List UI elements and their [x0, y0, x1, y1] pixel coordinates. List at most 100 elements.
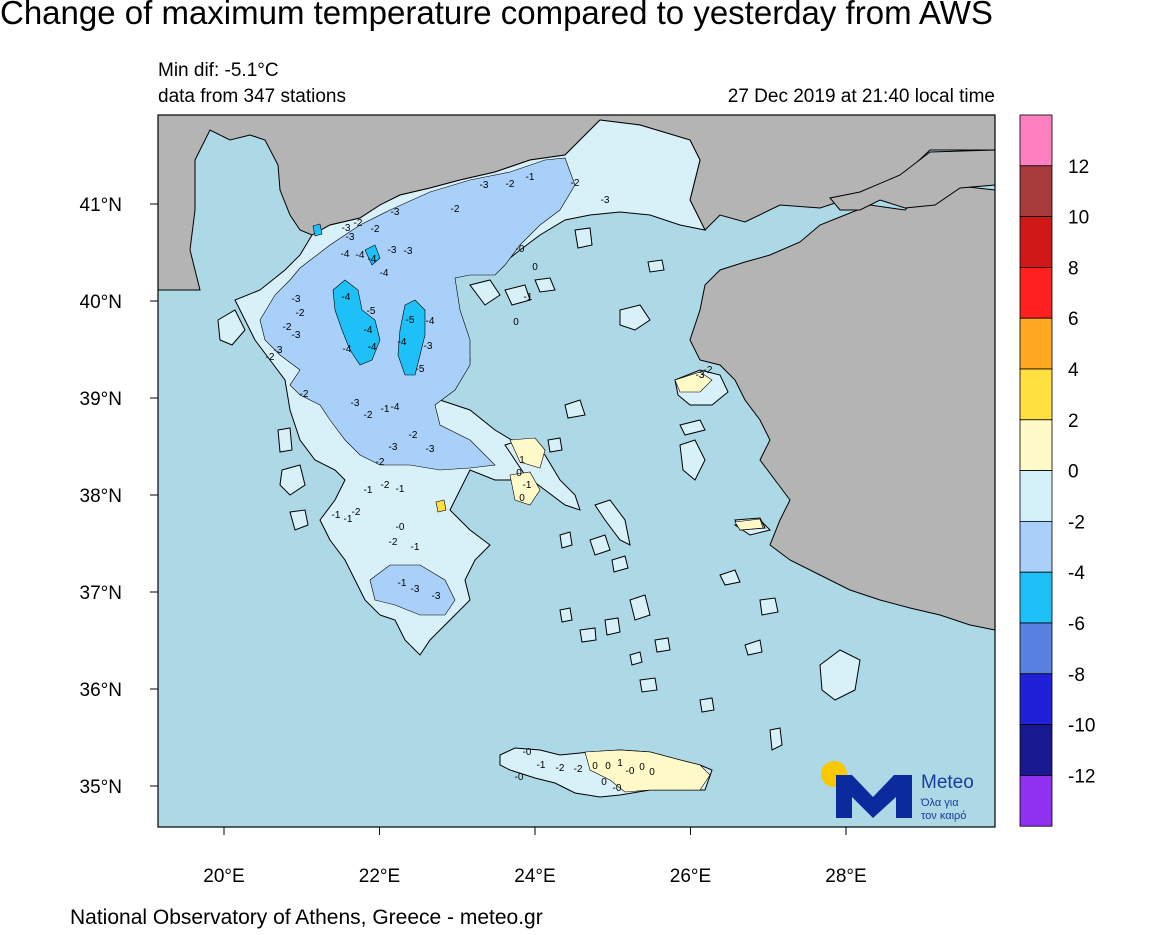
station-value: -0: [515, 772, 524, 783]
colorbar-label: -8: [1068, 665, 1085, 686]
station-value: -4: [380, 268, 389, 279]
colorbar: 12 10 8 6 4 2 0 -2 -4 -6 -8 -10 -12: [1019, 114, 1095, 827]
colorbar-label: -6: [1068, 614, 1085, 635]
station-value: -1: [537, 760, 546, 771]
colorbar-swatch: [1019, 470, 1053, 522]
lat-tick-label: 39°N: [80, 389, 122, 410]
station-value: -3: [389, 442, 398, 453]
station-value: -4: [341, 249, 350, 260]
station-value: 0: [649, 767, 655, 778]
station-value: -2: [389, 537, 398, 548]
station-value: -3: [601, 195, 610, 206]
colorbar-swatch: [1019, 724, 1053, 776]
station-value: 0: [592, 761, 598, 772]
station-value: -2: [364, 410, 373, 421]
lon-tick-label: 22°E: [359, 866, 400, 887]
station-value: -3: [342, 223, 351, 234]
station-value: -2: [451, 204, 460, 215]
colorbar-swatch: [1019, 165, 1053, 218]
station-value: -2: [506, 179, 515, 190]
station-value: -2: [371, 224, 380, 235]
colorbar-swatch: [1019, 419, 1053, 471]
station-value: -1: [411, 542, 420, 553]
station-value: -2: [409, 430, 418, 441]
station-value: -3: [404, 246, 413, 257]
station-value: -3: [424, 341, 433, 352]
colorbar-swatch: [1019, 673, 1053, 725]
station-value: -0: [626, 766, 635, 777]
station-value: -3: [292, 294, 301, 305]
station-value: -2: [704, 365, 713, 376]
logo-name: Meteo: [921, 772, 974, 793]
station-value: -1: [398, 578, 407, 589]
logo-tagline-2: τον καιρό: [921, 810, 966, 822]
station-value: -2: [283, 322, 292, 333]
station-value: -2: [354, 218, 363, 229]
station-value: -3: [391, 207, 400, 218]
colorbar-swatch: [1019, 571, 1053, 624]
colorbar-label: 4: [1068, 360, 1079, 381]
station-value: -2: [300, 389, 309, 400]
station-value: -4: [368, 342, 377, 353]
colorbar-swatch: [1019, 622, 1053, 675]
lon-tick-label: 24°E: [514, 866, 555, 887]
station-value: -2: [266, 352, 275, 363]
lat-tick-label: 37°N: [80, 583, 122, 604]
station-value: -1: [381, 404, 390, 415]
min-dif-unit: °C: [257, 60, 279, 81]
lat-tick-label: 40°N: [80, 292, 122, 313]
station-value: -4: [391, 402, 400, 413]
station-value: -3: [292, 330, 301, 341]
station-value: 0: [513, 317, 519, 328]
station-value: -2: [381, 480, 390, 491]
station-value: 0: [605, 761, 611, 772]
station-value: -3: [388, 245, 397, 256]
colorbar-label: -2: [1068, 512, 1085, 533]
station-value: 1: [519, 455, 525, 466]
station-value: -5: [406, 315, 415, 326]
station-value: -2: [296, 308, 305, 319]
station-value: -2: [352, 507, 361, 518]
station-value: -2: [571, 178, 580, 189]
station-value: -3: [432, 591, 441, 602]
station-value: 1: [617, 758, 623, 769]
lon-tick-label: 20°E: [203, 866, 244, 887]
colorbar-swatch: [1019, 317, 1053, 370]
colorbar-label: -12: [1068, 766, 1095, 787]
station-value: -3: [351, 398, 360, 409]
colorbar-label: 12: [1068, 157, 1089, 178]
station-value: -2: [556, 763, 565, 774]
colorbar-label: -10: [1068, 716, 1095, 737]
station-value: -4: [342, 292, 351, 303]
min-dif-value: Min dif: -5.1: [158, 60, 258, 81]
lon-tick-label: 28°E: [825, 866, 866, 887]
colorbar-label: -4: [1068, 563, 1085, 584]
longitude-axis: 20°E 22°E 24°E 26°E 28°E: [203, 827, 867, 887]
lat-tick-label: 38°N: [80, 486, 122, 507]
colorbar-label: 2: [1068, 411, 1079, 432]
station-value: -3: [426, 444, 435, 455]
station-value: -1: [344, 514, 353, 525]
colorbar-swatch: [1019, 266, 1053, 319]
anomaly-zones: [259, 157, 764, 793]
station-value: -3: [696, 370, 705, 381]
station-value: -4: [364, 325, 373, 336]
station-value: -5: [367, 306, 376, 317]
station-value: -0: [613, 783, 622, 794]
latitude-axis: 41°N 40°N 39°N 38°N 37°N 36°N 35°N: [80, 195, 158, 798]
colorbar-label: 0: [1068, 462, 1079, 483]
station-value: 0: [601, 777, 607, 788]
map-title: Change of maximum temperature compared t…: [0, 0, 993, 31]
station-value: 0: [519, 493, 525, 504]
station-value: -1: [396, 484, 405, 495]
colorbar-swatch: [1019, 368, 1053, 421]
lon-tick-label: 26°E: [670, 866, 711, 887]
station-value: -4: [343, 344, 352, 355]
footer-credit: National Observatory of Athens, Greece -…: [70, 906, 543, 929]
station-value: -3: [346, 232, 355, 243]
colorbar-label: 8: [1068, 258, 1079, 279]
station-value: -4: [368, 254, 377, 265]
station-value: -3: [411, 584, 420, 595]
lat-tick-label: 36°N: [80, 680, 122, 701]
timestamp-label: 27 Dec 2019 at 21:40 local time: [727, 86, 995, 107]
